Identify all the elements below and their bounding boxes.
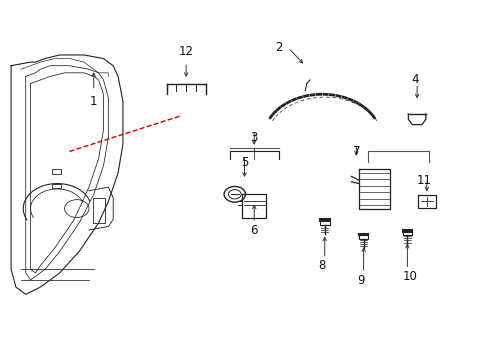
Text: 11: 11	[416, 174, 431, 186]
Text: 5: 5	[240, 156, 248, 168]
Text: 10: 10	[402, 270, 416, 283]
Bar	[93, 198, 105, 223]
Text: 6: 6	[250, 224, 258, 237]
Text: 9: 9	[357, 274, 364, 287]
Text: 2: 2	[274, 41, 282, 54]
Text: 7: 7	[352, 145, 359, 158]
Bar	[52, 169, 61, 174]
Bar	[52, 184, 61, 188]
Text: 3: 3	[250, 131, 257, 144]
Text: 4: 4	[410, 73, 418, 86]
Text: 8: 8	[318, 259, 325, 272]
Text: 1: 1	[90, 95, 97, 108]
Text: 12: 12	[178, 45, 193, 58]
